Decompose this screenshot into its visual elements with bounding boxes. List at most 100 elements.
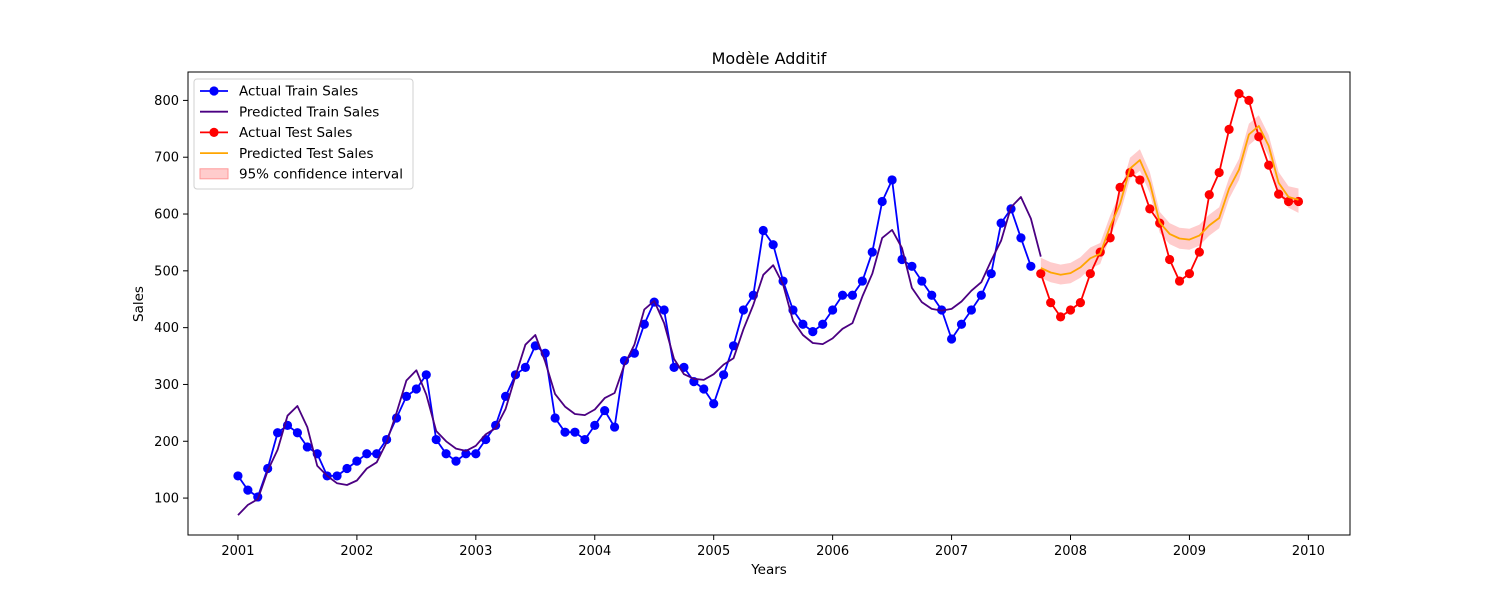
actual-train-point bbox=[352, 456, 362, 466]
x-axis-label: Years bbox=[750, 562, 787, 578]
predicted-test-line bbox=[1040, 125, 1299, 276]
actual-train-point bbox=[431, 434, 441, 445]
actual-test-point bbox=[1075, 298, 1086, 308]
actual-test-point bbox=[1283, 196, 1294, 207]
actual-test-point bbox=[1254, 132, 1264, 142]
actual-train-point bbox=[758, 225, 768, 236]
x-tick-label: 2004 bbox=[578, 544, 611, 559]
y-tick-label: 400 bbox=[154, 321, 179, 336]
plot-area bbox=[233, 88, 1304, 516]
actual-train-point bbox=[550, 413, 560, 423]
actual-train-point bbox=[719, 370, 729, 380]
actual-train-point bbox=[659, 305, 669, 315]
actual-train-point bbox=[877, 196, 887, 207]
x-tick-label: 2006 bbox=[816, 544, 849, 559]
actual-train-line bbox=[237, 178, 1032, 498]
y-tick-label: 700 bbox=[154, 151, 179, 166]
actual-test-point bbox=[1234, 88, 1244, 99]
y-tick-label: 500 bbox=[154, 264, 179, 279]
actual-train-point bbox=[956, 319, 967, 329]
y-tick-label: 600 bbox=[154, 208, 179, 223]
y-axis: 100 200 300 400 500 600 700 800 bbox=[154, 94, 188, 507]
actual-train-point bbox=[272, 428, 283, 438]
actual-test-point bbox=[1046, 298, 1056, 308]
x-tick-label: 2002 bbox=[340, 544, 373, 559]
actual-train-point bbox=[441, 449, 451, 459]
actual-train-point bbox=[728, 341, 739, 351]
x-tick-label: 2010 bbox=[1292, 544, 1325, 559]
actual-test-point bbox=[1214, 167, 1224, 178]
legend-label: Predicted Train Sales bbox=[239, 104, 379, 120]
actual-train-point bbox=[243, 485, 253, 495]
actual-train-point bbox=[609, 422, 620, 432]
actual-test-point bbox=[1145, 204, 1155, 214]
actual-train-point bbox=[798, 319, 808, 329]
actual-train-point bbox=[709, 399, 719, 409]
actual-train-point bbox=[768, 240, 778, 250]
x-tick-label: 2001 bbox=[221, 544, 254, 559]
actual-train-point bbox=[927, 290, 937, 300]
x-tick-label: 2008 bbox=[1054, 544, 1087, 559]
actual-test-point bbox=[1115, 182, 1125, 192]
actual-train-point bbox=[986, 269, 996, 279]
x-tick-label: 2003 bbox=[459, 544, 492, 559]
actual-train-point bbox=[738, 305, 749, 315]
actual-train-point bbox=[520, 362, 530, 373]
actual-test-point bbox=[1224, 124, 1234, 134]
actual-train-point bbox=[996, 218, 1006, 228]
actual-train-point bbox=[570, 427, 580, 437]
y-axis-label: Sales bbox=[131, 286, 147, 322]
x-tick-label: 2009 bbox=[1173, 544, 1206, 559]
legend-label: 95% confidence interval bbox=[239, 167, 403, 183]
actual-test-point bbox=[1194, 247, 1204, 257]
actual-test-point bbox=[1174, 276, 1185, 286]
actual-test-point bbox=[1085, 269, 1095, 279]
legend-label: Predicted Test Sales bbox=[239, 146, 373, 162]
actual-train-point bbox=[421, 370, 431, 380]
x-axis: 2001 2002 2003 2004 2005 2006 2007 2008 2009 2010 bbox=[221, 535, 1325, 559]
actual-train-point bbox=[837, 290, 848, 300]
actual-train-point bbox=[669, 362, 679, 373]
actual-train-point bbox=[292, 428, 303, 438]
y-tick-label: 800 bbox=[154, 94, 179, 109]
actual-test-point bbox=[1135, 175, 1145, 185]
actual-train-point bbox=[808, 327, 818, 337]
actual-test-point bbox=[1264, 160, 1274, 170]
actual-train-point bbox=[639, 319, 649, 329]
legend-label: Actual Test Sales bbox=[239, 125, 352, 141]
legend-marker bbox=[209, 127, 219, 137]
actual-train-point bbox=[966, 305, 976, 315]
legend-swatch bbox=[199, 168, 229, 180]
actual-train-point bbox=[946, 334, 957, 344]
actual-train-point bbox=[233, 471, 243, 481]
actual-train-point bbox=[857, 276, 867, 286]
actual-train-point bbox=[461, 449, 471, 459]
actual-train-point bbox=[481, 434, 491, 445]
actual-test-point bbox=[1036, 269, 1046, 279]
actual-train-point bbox=[580, 434, 590, 445]
actual-train-point bbox=[411, 384, 421, 394]
actual-train-point bbox=[332, 471, 342, 481]
y-tick-label: 300 bbox=[154, 378, 179, 393]
actual-train-point bbox=[600, 405, 610, 416]
actual-test-point bbox=[1105, 233, 1115, 243]
plot-frame bbox=[187, 71, 1351, 536]
actual-train-point bbox=[828, 305, 838, 315]
actual-train-point bbox=[362, 449, 372, 459]
actual-train-point bbox=[867, 247, 877, 257]
y-tick-label: 100 bbox=[154, 492, 179, 507]
actual-train-point bbox=[917, 276, 927, 286]
actual-test-point bbox=[1165, 254, 1175, 265]
actual-train-point bbox=[560, 427, 570, 437]
actual-train-point bbox=[451, 456, 461, 466]
actual-train-point bbox=[699, 384, 709, 394]
actual-train-point bbox=[401, 391, 412, 401]
actual-test-point bbox=[1204, 190, 1214, 200]
x-tick-label: 2007 bbox=[935, 544, 968, 559]
actual-test-point bbox=[1055, 312, 1066, 322]
y-tick-label: 200 bbox=[154, 435, 179, 450]
legend-box bbox=[193, 78, 414, 190]
actual-test-point bbox=[1274, 189, 1284, 199]
x-tick-label: 2005 bbox=[697, 544, 730, 559]
